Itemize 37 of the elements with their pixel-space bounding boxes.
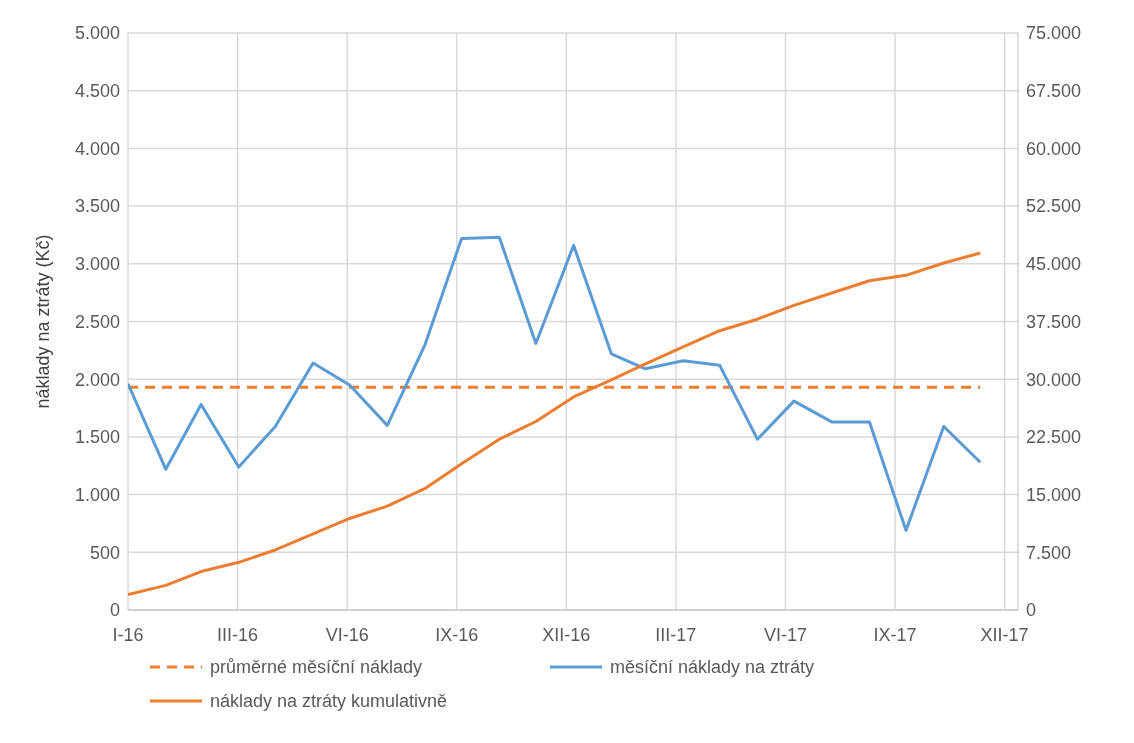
y-tick-label: 5.000 [74,23,120,44]
y2-tick-label: 22.500 [1026,427,1082,448]
x-tick-label: IX-16 [435,624,479,645]
x-tick-label: XII-16 [542,624,591,645]
y2-tick-label: 45.000 [1026,254,1082,275]
x-tick-label: III-17 [655,624,697,645]
y-tick-label: 2.500 [74,311,120,332]
y2-tick-label: 75.000 [1026,23,1082,44]
legend-label: náklady na ztráty kumulativně [210,690,448,712]
x-tick-label: XII-17 [980,624,1029,645]
y-tick-label: 3.500 [74,196,120,217]
y-tick-label: 4.500 [74,81,120,102]
y-tick-label: 2.000 [74,369,120,390]
y-tick-label: 500 [89,542,120,563]
x-tick-label: VI-17 [763,624,807,645]
x-tick-label: IX-17 [873,624,917,645]
y2-tick-label: 52.500 [1026,196,1082,217]
y2-tick-label: 37.500 [1026,311,1082,332]
x-tick-label: VI-16 [325,624,369,645]
y2-tick-label: 7.500 [1026,542,1072,563]
y2-tick-label: 30.000 [1026,369,1082,390]
y-tick-label: 1.500 [74,427,120,448]
y-axis-title: náklady na ztráty (Kč) [33,234,54,409]
line-series [128,251,982,597]
line-series [128,235,982,532]
legend-label: měsíční náklady na ztráty [610,656,815,678]
legend-label: průměrné měsíční náklady [210,656,423,678]
y-tick-label: 3.000 [74,254,120,275]
x-tick-label: I-16 [112,624,144,645]
y2-tick-label: 0 [1026,600,1037,621]
y2-tick-label: 67.500 [1026,81,1082,102]
x-tick-label: III-16 [217,624,259,645]
y-tick-label: 0 [109,600,120,621]
y2-tick-label: 15.000 [1026,484,1082,505]
y2-tick-label: 60.000 [1026,138,1082,159]
y-tick-label: 1.000 [74,484,120,505]
y-tick-label: 4.000 [74,138,120,159]
